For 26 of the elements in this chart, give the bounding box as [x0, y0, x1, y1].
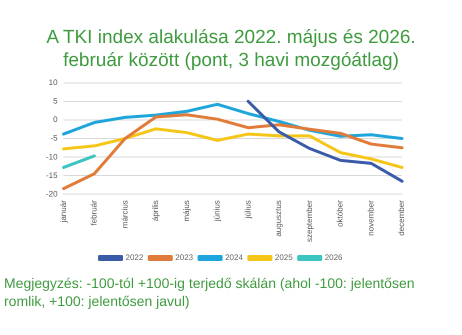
x-tick-label: március — [120, 200, 130, 228]
legend-label: 2022 — [126, 253, 144, 262]
y-tick-label: -15 — [46, 170, 58, 180]
x-tick-label: július — [243, 200, 252, 220]
legend-label: 2026 — [324, 253, 344, 262]
legend-label: 2025 — [274, 253, 294, 262]
x-tick-label: augusztus — [274, 200, 284, 237]
x-tick-label: május — [182, 200, 191, 222]
y-tick-label: 0 — [53, 115, 58, 124]
y-tick-label: -20 — [46, 189, 58, 198]
x-tick-label: január — [58, 200, 68, 224]
chart-title: A TKI index alakulása 2022. május és 2026. február között (pont, 3 havi mozgóátlag) — [45, 26, 417, 72]
x-tick-label: február — [90, 200, 99, 226]
y-tick-label: -5 — [50, 134, 58, 143]
x-tick-label: június — [212, 200, 222, 222]
x-tick-label: október — [336, 200, 345, 227]
x-tick-label: december — [397, 200, 406, 236]
x-tick-label: április — [151, 200, 160, 222]
x-tick-label: november — [366, 200, 376, 236]
y-tick-label: -10 — [46, 152, 58, 162]
x-tick-label: szeptember — [304, 200, 314, 242]
legend-label: 2024 — [225, 253, 244, 262]
y-tick-label: 5 — [53, 96, 58, 106]
text: Megjegyzés: -100-tól +100-ig terjedő skálán (ahol -100: jelentősen romlik, +100: jelentősen javul) — [3, 274, 416, 310]
y-tick-label: 10 — [48, 78, 58, 88]
legend-label: 2023 — [175, 253, 194, 262]
